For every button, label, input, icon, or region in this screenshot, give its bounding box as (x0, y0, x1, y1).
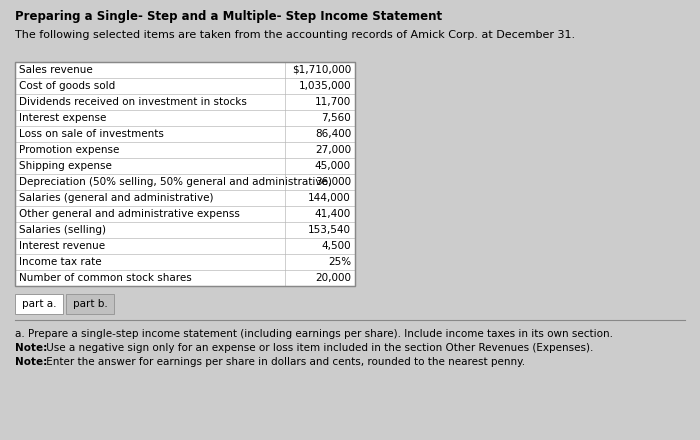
Text: part b.: part b. (73, 299, 107, 309)
Text: 36,000: 36,000 (315, 177, 351, 187)
Text: 41,400: 41,400 (315, 209, 351, 219)
Text: Income tax rate: Income tax rate (19, 257, 102, 267)
Text: Note:: Note: (15, 357, 48, 367)
Text: Interest expense: Interest expense (19, 113, 106, 123)
Text: 153,540: 153,540 (308, 225, 351, 235)
Text: 144,000: 144,000 (308, 193, 351, 203)
Text: Dividends received on investment in stocks: Dividends received on investment in stoc… (19, 97, 247, 107)
Bar (66, 294, 114, 314)
Text: 27,000: 27,000 (315, 145, 351, 155)
Text: Number of common stock shares: Number of common stock shares (19, 273, 192, 283)
Text: a. Prepare a single-step income statement (including earnings per share). Includ: a. Prepare a single-step income statemen… (15, 329, 613, 339)
Text: 7,560: 7,560 (321, 113, 351, 123)
Text: Other general and administrative expenss: Other general and administrative expenss (19, 209, 240, 219)
Text: 11,700: 11,700 (315, 97, 351, 107)
Text: 45,000: 45,000 (315, 161, 351, 171)
Text: Preparing a Single- Step and a Multiple- Step Income Statement: Preparing a Single- Step and a Multiple-… (15, 10, 442, 23)
Text: 20,000: 20,000 (315, 273, 351, 283)
Text: Note:: Note: (15, 343, 48, 353)
Text: Loss on sale of investments: Loss on sale of investments (19, 129, 164, 139)
Text: Use a negative sign only for an expense or loss item included in the section Oth: Use a negative sign only for an expense … (43, 343, 594, 353)
Text: $1,710,000: $1,710,000 (292, 65, 351, 75)
Bar (15, 62, 355, 286)
Text: Shipping expense: Shipping expense (19, 161, 112, 171)
Bar (15, 294, 63, 314)
Text: 1,035,000: 1,035,000 (298, 81, 351, 91)
Text: Salaries (selling): Salaries (selling) (19, 225, 106, 235)
Text: 25%: 25% (328, 257, 351, 267)
Text: part a.: part a. (22, 299, 56, 309)
Text: Depreciation (50% selling, 50% general and administrative): Depreciation (50% selling, 50% general a… (19, 177, 332, 187)
Text: Interest revenue: Interest revenue (19, 241, 105, 251)
Text: Salaries (general and administrative): Salaries (general and administrative) (19, 193, 213, 203)
Text: 4,500: 4,500 (321, 241, 351, 251)
Text: Enter the answer for earnings per share in dollars and cents, rounded to the nea: Enter the answer for earnings per share … (43, 357, 525, 367)
Text: Sales revenue: Sales revenue (19, 65, 92, 75)
Text: 86,400: 86,400 (315, 129, 351, 139)
Text: Cost of goods sold: Cost of goods sold (19, 81, 116, 91)
Bar (15, 62, 355, 286)
Text: Promotion expense: Promotion expense (19, 145, 120, 155)
Text: The following selected items are taken from the accounting records of Amick Corp: The following selected items are taken f… (15, 30, 575, 40)
